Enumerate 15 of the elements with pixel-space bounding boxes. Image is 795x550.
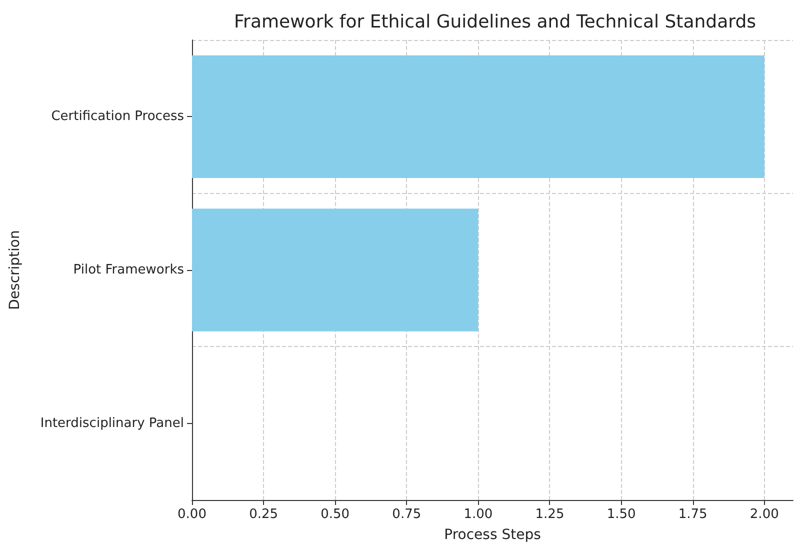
x-tick-label: 1.25 xyxy=(535,507,564,522)
x-tick-label: 0.75 xyxy=(392,507,422,522)
x-tick-label: 1.75 xyxy=(678,507,708,522)
x-axis-title: Process Steps xyxy=(444,527,541,543)
y-tick-label: Pilot Frameworks xyxy=(73,262,184,278)
y-tick-label: Interdisciplinary Panel xyxy=(40,416,184,431)
y-tick-label: Certification Process xyxy=(51,109,184,124)
y-axis-title: Description xyxy=(7,230,23,310)
chart-title: Framework for Ethical Guidelines and Technical Standards xyxy=(234,12,756,32)
x-tick-label: 2.00 xyxy=(750,507,779,522)
x-tick-label: 1.50 xyxy=(606,507,636,522)
x-tick-label: 0.50 xyxy=(320,507,350,522)
x-tick-label: 1.00 xyxy=(464,507,493,522)
x-tick-label: 0.25 xyxy=(249,507,278,522)
x-tick-label: 0.00 xyxy=(178,507,206,522)
